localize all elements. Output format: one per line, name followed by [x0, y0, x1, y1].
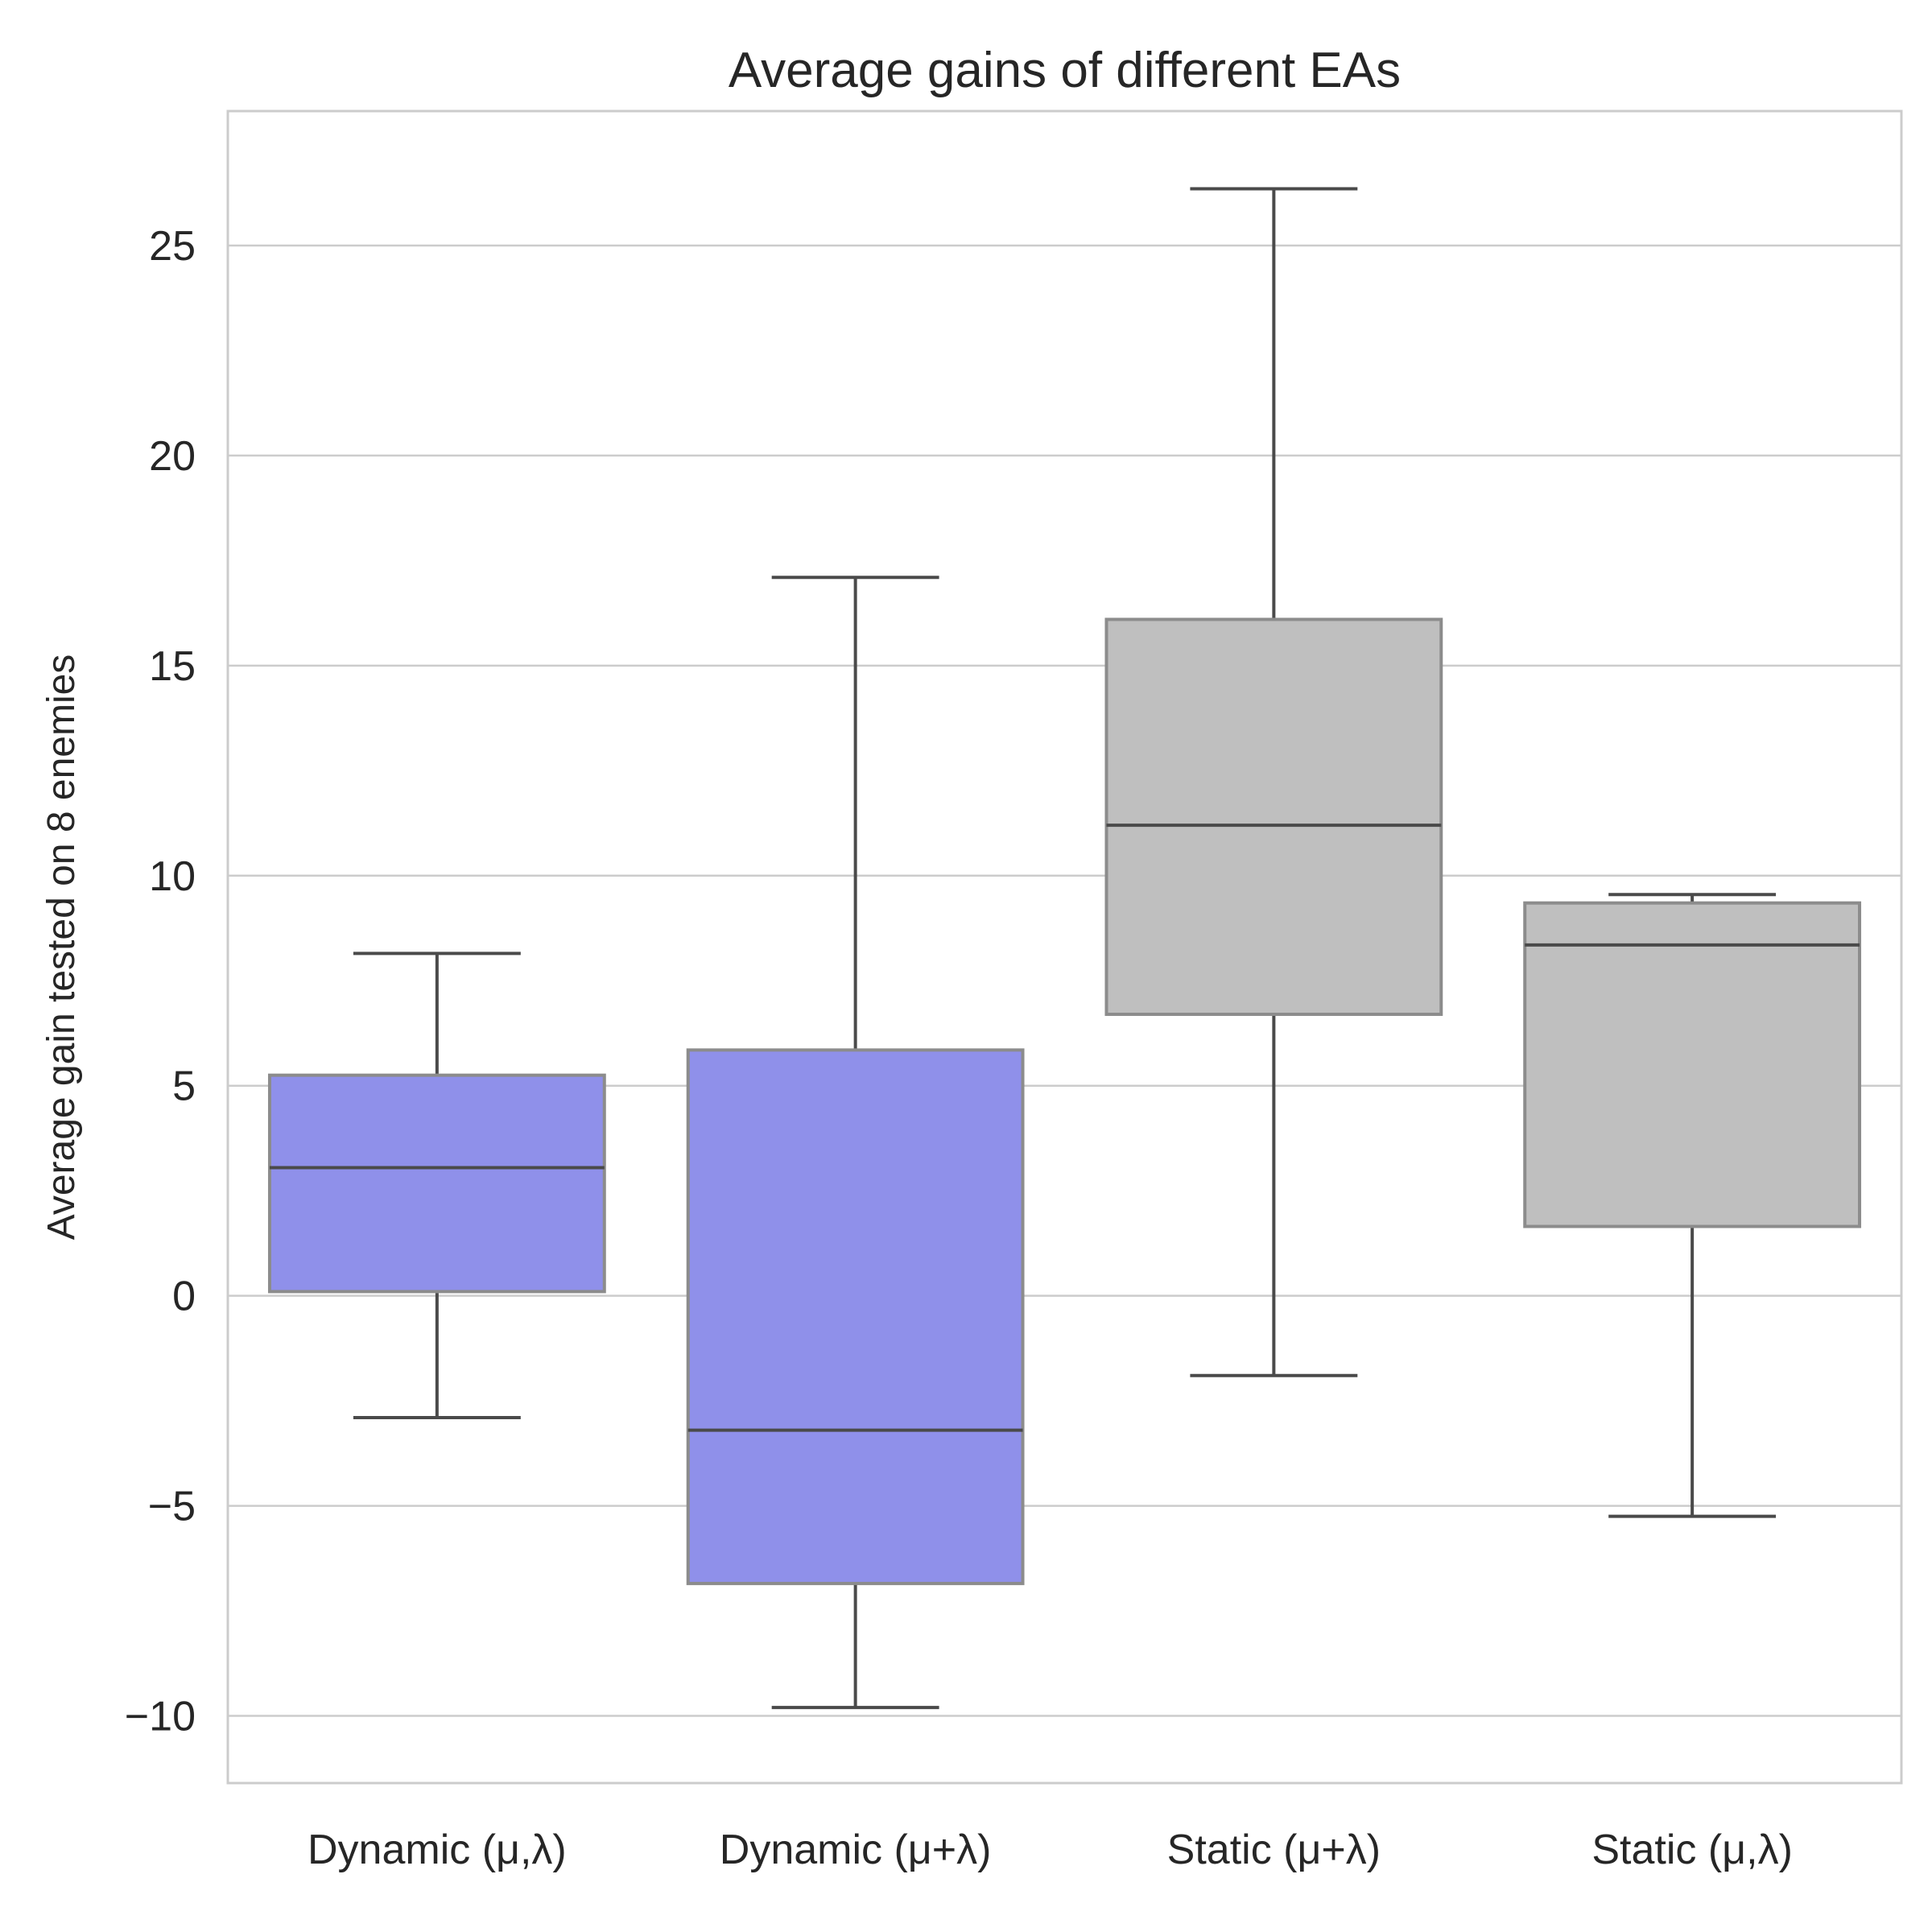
iqr-box	[267, 1073, 606, 1294]
y-tick-label: 20	[149, 433, 196, 480]
box-2	[686, 576, 1025, 1710]
y-tick-label: 5	[172, 1063, 196, 1110]
x-tick-label: Static (μ,λ)	[1591, 1827, 1793, 1873]
box-1	[267, 952, 606, 1419]
y-tick-label: 10	[149, 853, 196, 900]
iqr-box	[1104, 617, 1443, 1016]
x-tick-label: Dynamic (μ+λ)	[720, 1827, 992, 1873]
y-tick-label: 25	[149, 223, 196, 270]
x-tick-label: Dynamic (μ,λ)	[308, 1827, 567, 1873]
x-tick-labels: Dynamic (μ,λ) Dynamic (μ+λ) Static (μ+λ) St…	[308, 1827, 1793, 1873]
iqr-box	[1523, 901, 1862, 1228]
y-tick-label: 0	[172, 1274, 196, 1320]
plot-frame	[226, 109, 1903, 1785]
x-tick-label: Static (μ+λ)	[1167, 1827, 1381, 1873]
y-tick-label: 15	[149, 643, 196, 690]
box-4	[1523, 893, 1862, 1518]
y-tick-label: −5	[148, 1484, 196, 1530]
iqr-box	[686, 1048, 1025, 1586]
y-axis-label: Average gain tested on 8 enemies	[40, 654, 83, 1241]
y-tick-labels: −10 −5 0 5 10 15 20 25	[125, 223, 196, 1740]
chart-title: Average gains of different EAs	[729, 43, 1401, 98]
box-series	[267, 187, 1862, 1710]
y-tick-label: −10	[125, 1694, 196, 1740]
box-3	[1104, 187, 1443, 1377]
